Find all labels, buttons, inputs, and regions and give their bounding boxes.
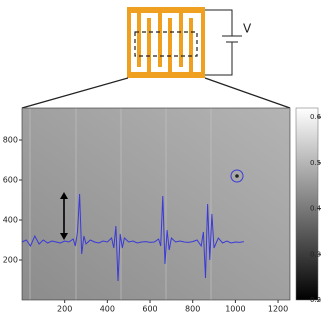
electrode-schematic bbox=[127, 7, 205, 78]
double-arrow bbox=[60, 192, 68, 240]
y-tick-label: 400 bbox=[3, 216, 18, 225]
colorbar-tick-label: 0.2 bbox=[310, 296, 321, 304]
x-tick-label: 800 bbox=[185, 305, 200, 314]
signal-trace bbox=[21, 193, 244, 282]
x-tick-label: 400 bbox=[100, 305, 115, 314]
y-tick-label: 800 bbox=[3, 136, 18, 145]
y-tick-label: 200 bbox=[3, 256, 18, 265]
plot-frame bbox=[21, 107, 291, 301]
colorbar-tick-label: 0.6 bbox=[310, 113, 322, 121]
voltage-label: V bbox=[243, 22, 252, 36]
colorbar-tick-label: 0.5 bbox=[310, 159, 321, 167]
dashed-box bbox=[134, 31, 198, 57]
circuit-wire bbox=[205, 9, 242, 76]
particle bbox=[235, 174, 239, 178]
image-stripes bbox=[29, 108, 212, 300]
x-tick-label: 1200 bbox=[268, 305, 288, 314]
colorbar-tick-label: 0.4 bbox=[310, 205, 322, 213]
colorbar-tick-label: 0.3 bbox=[310, 250, 321, 258]
highlight-circle bbox=[230, 169, 244, 183]
x-tick-label: 1000 bbox=[225, 305, 245, 314]
x-tick-label: 200 bbox=[57, 305, 72, 314]
x-tick-label: 600 bbox=[142, 305, 157, 314]
y-tick-label: 600 bbox=[3, 176, 18, 185]
micrograph bbox=[22, 108, 290, 300]
colorbar bbox=[295, 107, 319, 301]
zoom-line bbox=[204, 77, 291, 109]
zoom-line bbox=[21, 77, 129, 109]
